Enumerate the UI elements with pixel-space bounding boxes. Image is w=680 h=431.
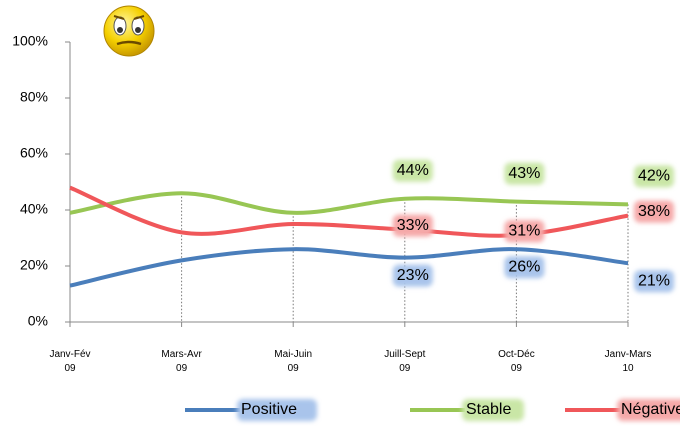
x-tick-label: Janv-Fév 09	[49, 349, 90, 374]
data-label-bg	[392, 214, 433, 237]
data-label: 26%	[508, 258, 540, 275]
data-label: 23%	[397, 267, 429, 284]
legend-label: Négative	[621, 401, 680, 418]
data-label: 33%	[397, 217, 429, 234]
line-series	[69, 191, 629, 215]
data-label-bg	[634, 270, 674, 293]
data-label: 38%	[638, 203, 670, 220]
legend-label-bg	[617, 399, 680, 421]
data-label-bg	[504, 162, 545, 185]
data-label-bg	[504, 256, 545, 279]
smiley-icon	[103, 5, 155, 57]
data-label-bg	[504, 220, 545, 243]
data-label: 43%	[508, 165, 540, 182]
x-tick-label: Juill-Sept 09	[384, 349, 425, 374]
y-tick-label: 0%	[28, 313, 48, 329]
x-tick-label: Janv-Mars 10	[605, 349, 652, 374]
y-tick-label: 60%	[20, 145, 48, 161]
y-tick-label: 40%	[20, 201, 48, 217]
legend-label: Positive	[241, 401, 297, 418]
x-tick-label: Mai-Juin 09	[274, 349, 312, 374]
data-label-bg	[634, 165, 674, 188]
data-label-bg	[634, 200, 674, 223]
legend-label-bg	[237, 399, 317, 421]
line-series	[69, 247, 629, 288]
x-tick-label: Oct-Déc 09	[498, 349, 535, 374]
legend-label: Stable	[466, 401, 511, 418]
data-label: 44%	[397, 162, 429, 179]
data-label: 31%	[508, 222, 540, 239]
y-tick-label: 100%	[12, 33, 48, 49]
x-tick-label: Mars-Avr 09	[161, 349, 202, 374]
data-label: 21%	[638, 272, 670, 289]
data-label: 42%	[638, 168, 670, 185]
y-tick-label: 80%	[20, 89, 48, 105]
y-tick-label: 20%	[20, 257, 48, 273]
data-label-bg	[392, 264, 433, 287]
data-label-bg	[392, 159, 433, 182]
legend-label-bg	[462, 399, 524, 421]
